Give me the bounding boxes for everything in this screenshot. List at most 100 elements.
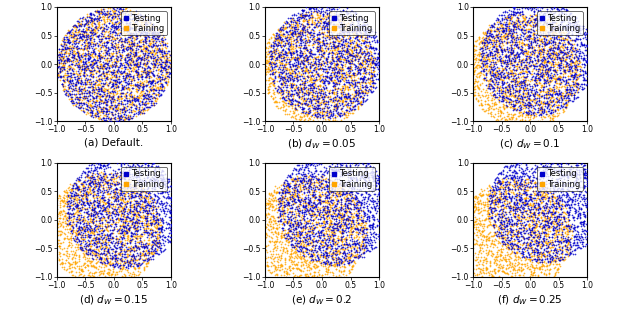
Point (294, 94, 304, 99)
Point (60, 45, 70, 50)
Point (356, 101, 366, 106)
Point (333, 260, 343, 265)
Point (272, 190, 282, 195)
Point (97, 231, 108, 236)
Point (356, 242, 367, 247)
Point (250, 241, 260, 246)
Point (298, 184, 308, 189)
Point (303, 219, 314, 224)
Point (362, 198, 372, 203)
Point (518, 169, 528, 174)
Point (164, 189, 174, 194)
Point (288, 95, 298, 100)
Point (555, 82, 565, 86)
Point (508, 205, 518, 210)
Point (499, 33, 509, 38)
Point (540, 147, 550, 152)
Point (81, 223, 92, 228)
Point (94, 13, 104, 18)
Point (115, 184, 125, 189)
Point (504, 195, 515, 200)
Point (118, 185, 129, 190)
Point (140, 34, 150, 39)
Point (128, 107, 138, 112)
Point (320, 118, 330, 123)
Point (577, 72, 588, 77)
Point (502, 182, 512, 187)
Point (547, 7, 557, 11)
Point (477, 241, 487, 246)
Point (356, 80, 367, 85)
Point (530, 210, 540, 215)
Point (67, 190, 77, 195)
Point (504, 115, 515, 120)
Point (84, 176, 95, 181)
Point (345, 52, 355, 57)
Point (551, 75, 561, 80)
Point (146, 88, 156, 93)
Point (102, 118, 112, 123)
Point (295, 90, 305, 95)
Point (550, 234, 561, 239)
Point (492, 65, 502, 70)
Point (295, 218, 305, 223)
Point (524, 100, 534, 105)
Point (382, 194, 392, 199)
Point (542, 93, 552, 98)
Point (111, 158, 122, 163)
Point (591, 220, 601, 225)
Point (524, 211, 534, 216)
Point (355, 46, 365, 51)
Point (556, 173, 566, 178)
Point (274, 54, 284, 59)
Point (534, 51, 545, 56)
Point (56, 60, 67, 65)
Point (484, 70, 495, 75)
Point (370, 34, 380, 39)
Point (262, 60, 273, 64)
Point (131, 24, 141, 29)
Point (115, 231, 125, 236)
Point (372, 181, 383, 186)
Point (138, 110, 148, 115)
Point (285, 268, 295, 272)
Point (88, 186, 99, 191)
Point (526, 245, 536, 250)
Point (149, 91, 159, 96)
Point (128, 162, 138, 167)
Point (131, 219, 141, 224)
Point (136, 30, 147, 35)
Point (360, 244, 370, 249)
Point (529, 64, 540, 69)
Point (329, 210, 339, 215)
Point (63, 46, 73, 51)
Point (495, 171, 505, 176)
Point (280, 74, 290, 79)
Point (332, 82, 342, 87)
Point (518, 108, 529, 113)
Point (81, 43, 92, 48)
Point (490, 177, 500, 182)
Point (131, 225, 141, 230)
Point (331, 249, 341, 254)
Point (82, 179, 92, 184)
Point (303, 60, 314, 64)
Point (531, 166, 541, 171)
Point (97, 185, 108, 190)
Point (467, 262, 477, 267)
Point (554, 175, 564, 180)
Point (477, 106, 488, 111)
Point (517, 261, 527, 266)
Point (118, 29, 129, 34)
Point (143, 96, 153, 101)
Point (540, 252, 550, 257)
Point (154, 33, 164, 38)
Point (528, 97, 538, 102)
Point (120, 17, 131, 22)
Point (536, 100, 547, 105)
Point (349, 77, 359, 82)
Point (544, 60, 554, 64)
Point (527, 14, 537, 19)
Point (93, 223, 103, 228)
Point (335, 225, 345, 230)
